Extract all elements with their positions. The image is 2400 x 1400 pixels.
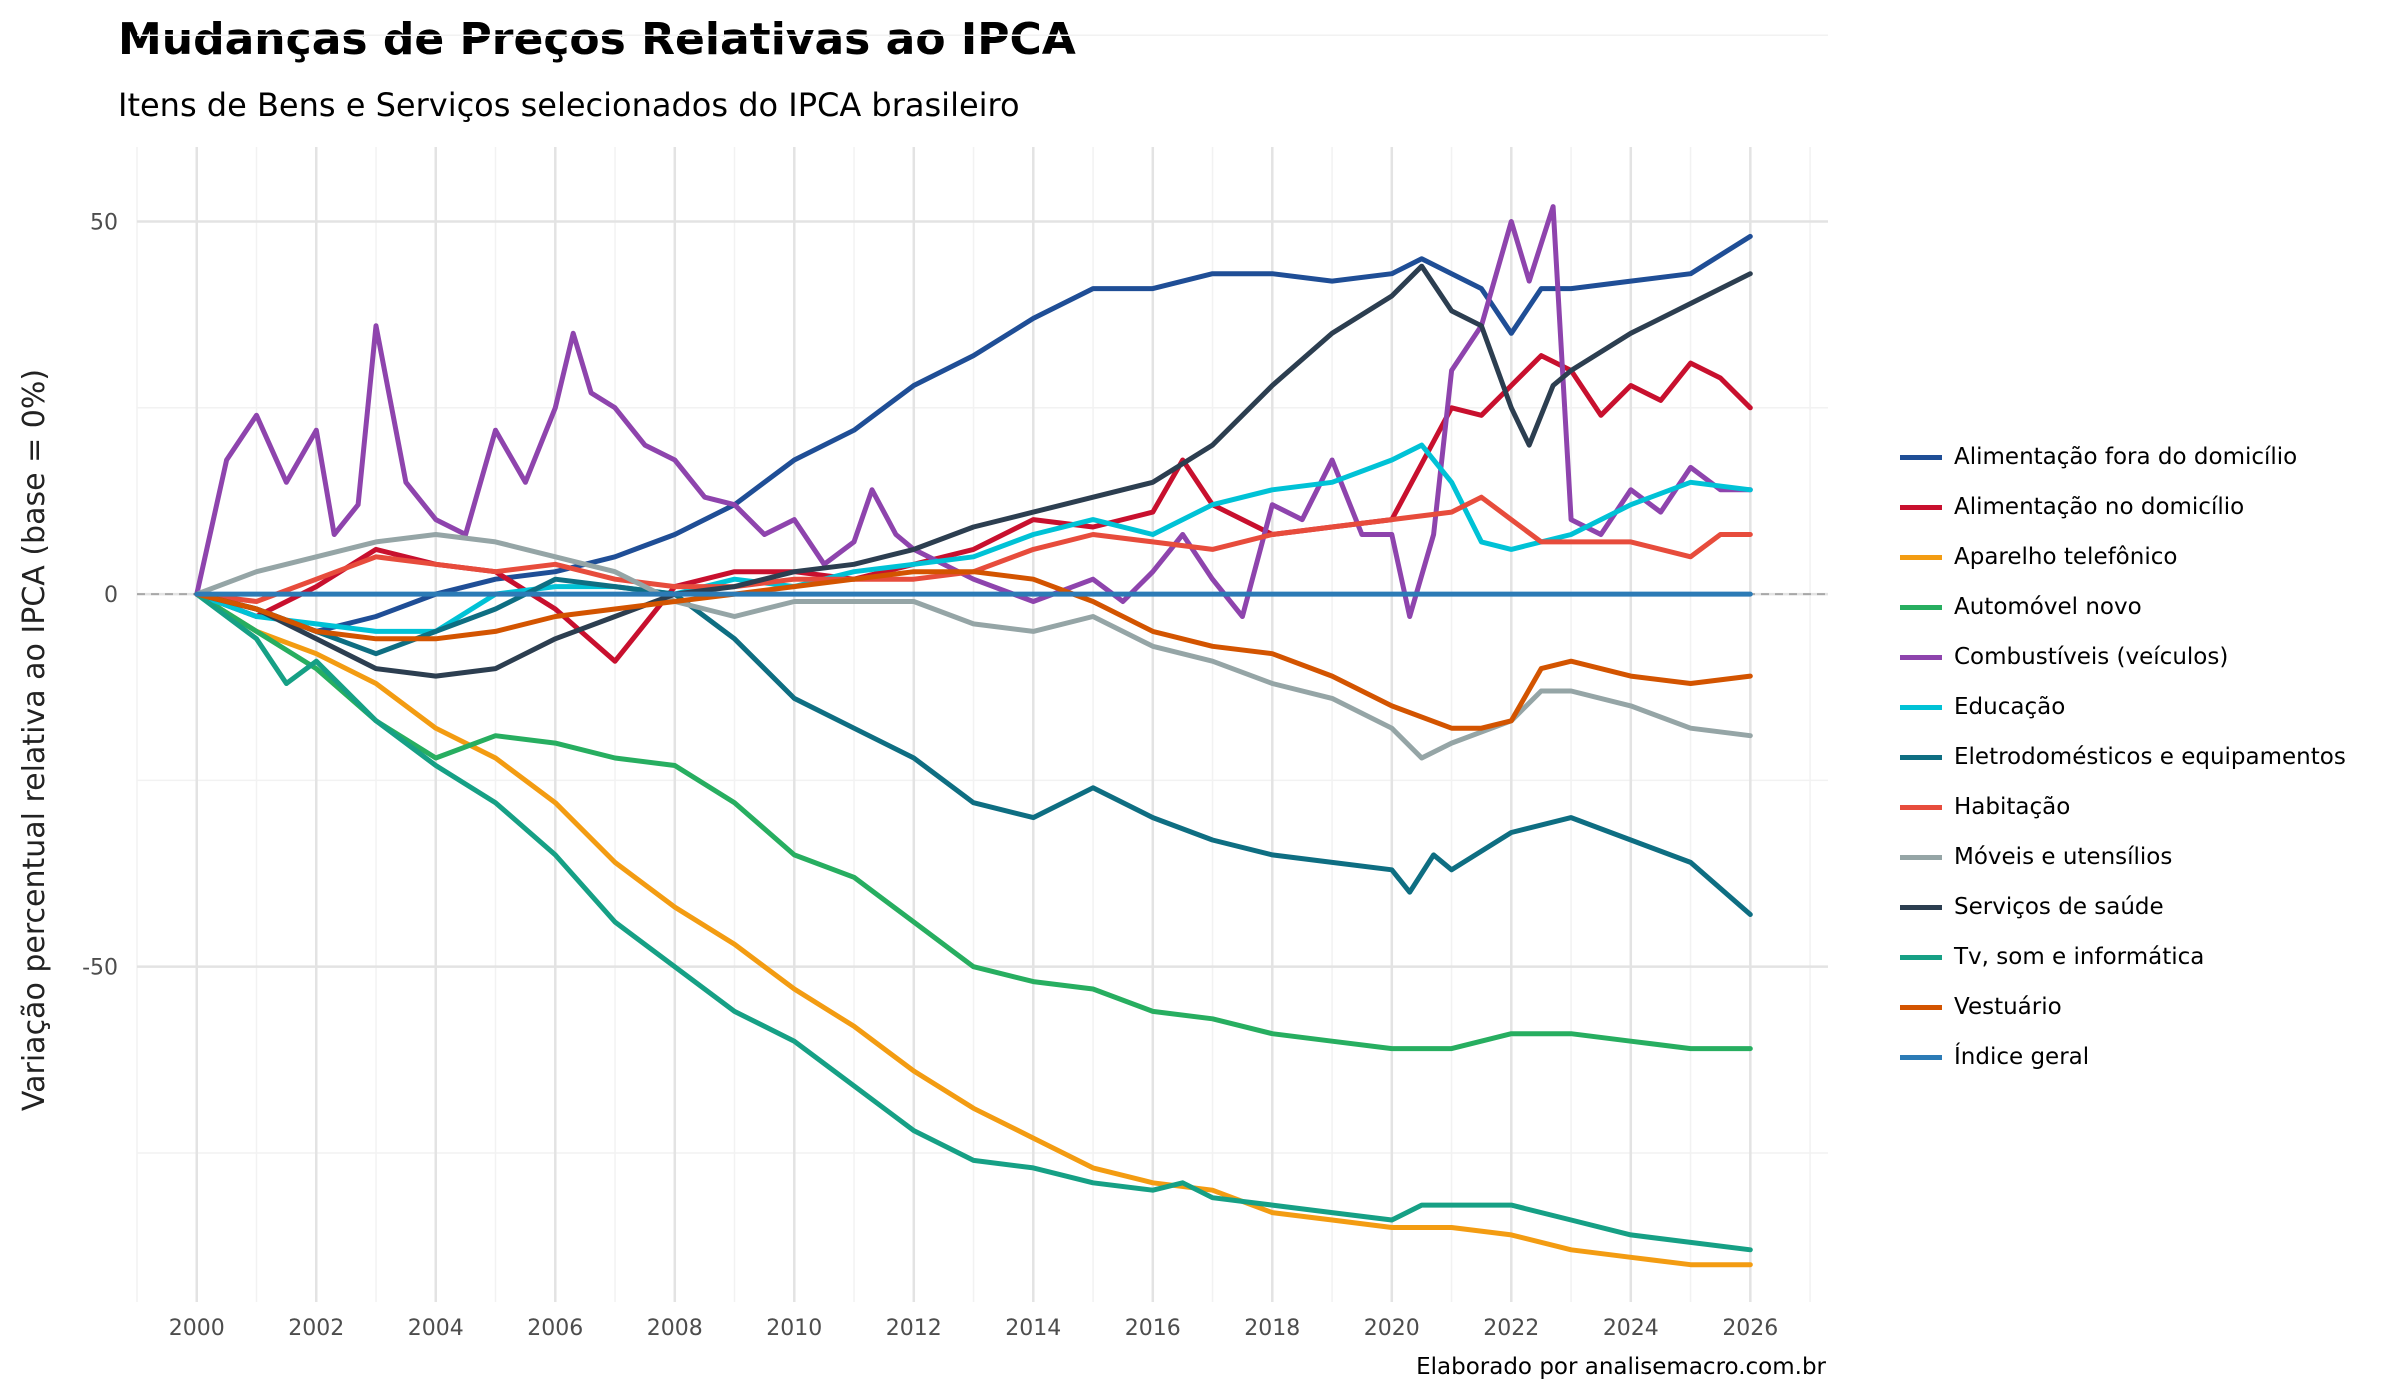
legend-swatch <box>1900 554 1942 560</box>
y-axis-label: Variação percentual relativa ao IPCA (ba… <box>17 369 52 1111</box>
x-tick-label: 2004 <box>408 1316 464 1341</box>
y-axis-ticks: 50 0 -50 <box>82 211 118 981</box>
x-tick-label: 2012 <box>886 1316 942 1341</box>
legend-swatch <box>1900 454 1942 460</box>
legend-swatch <box>1900 804 1942 810</box>
legend-swatch <box>1900 604 1942 610</box>
legend-swatch <box>1900 754 1942 760</box>
legend-label: Tv, som e informática <box>1954 944 2205 970</box>
x-tick-label: 2018 <box>1244 1316 1300 1341</box>
legend-label: Automóvel novo <box>1954 594 2142 620</box>
series-line-vestuario <box>194 569 1753 731</box>
legend-item: Índice geral <box>1900 1032 2346 1082</box>
legend-label: Alimentação no domicílio <box>1954 494 2245 520</box>
legend-item: Habitação <box>1900 782 2346 832</box>
legend-item: Móveis e utensílios <box>1900 832 2346 882</box>
legend-label: Combustíveis (veículos) <box>1954 644 2229 670</box>
series-line-habitacao <box>194 494 1753 604</box>
legend-swatch <box>1900 904 1942 910</box>
legend-swatch <box>1900 854 1942 860</box>
y-tick-label: 50 <box>90 211 118 236</box>
legend-swatch <box>1900 504 1942 510</box>
legend-swatch <box>1900 1004 1942 1010</box>
x-tick-label: 2008 <box>647 1316 703 1341</box>
legend-item: Tv, som e informática <box>1900 932 2346 982</box>
legend-item: Serviços de saúde <box>1900 882 2346 932</box>
legend-label: Aparelho telefônico <box>1954 544 2178 570</box>
legend-label: Alimentação fora do domicílio <box>1954 444 2298 470</box>
y-tick-label: -50 <box>82 956 118 981</box>
legend-swatch <box>1900 704 1942 710</box>
x-tick-label: 2000 <box>169 1316 225 1341</box>
x-tick-label: 2020 <box>1364 1316 1420 1341</box>
series-line-servicos-de-saude <box>194 263 1753 679</box>
chart-subtitle: Itens de Bens e Serviços selecionados do… <box>118 86 1020 124</box>
legend-item: Eletrodomésticos e equipamentos <box>1900 732 2346 782</box>
x-tick-label: 2016 <box>1125 1316 1181 1341</box>
x-tick-label: 2002 <box>288 1316 344 1341</box>
series-line-alimentacao-no-domicilio <box>194 353 1753 664</box>
legend: Alimentação fora do domicílio Alimentação… <box>1900 432 2346 1082</box>
legend-item: Educação <box>1900 682 2346 732</box>
series-line-eletrodomesticos-e-equipamentos <box>194 576 1753 917</box>
legend-item: Aparelho telefônico <box>1900 532 2346 582</box>
legend-swatch <box>1900 654 1942 660</box>
legend-label: Habitação <box>1954 794 2071 820</box>
series-lines <box>194 204 1753 1268</box>
legend-item: Vestuário <box>1900 982 2346 1032</box>
x-tick-label: 2022 <box>1483 1316 1539 1341</box>
series-line-aparelho-telefonico <box>194 591 1753 1268</box>
x-axis-ticks: 2000 2002 2004 2006 2008 2010 2012 2014 2016 2018… <box>169 1316 1779 1341</box>
legend-label: Serviços de saúde <box>1954 894 2164 920</box>
chart-title: Mudanças de Preços Relativas ao IPCA <box>118 14 1076 65</box>
legend-swatch <box>1900 954 1942 960</box>
series-line-automovel-novo <box>194 591 1753 1052</box>
legend-swatch <box>1900 1054 1942 1060</box>
caption: Elaborado por analisemacro.com.br <box>1416 1354 1826 1380</box>
x-tick-label: 2024 <box>1603 1316 1659 1341</box>
legend-item: Alimentação fora do domicílio <box>1900 432 2346 482</box>
legend-label: Vestuário <box>1954 994 2062 1020</box>
x-tick-label: 2026 <box>1722 1316 1778 1341</box>
legend-item: Automóvel novo <box>1900 582 2346 632</box>
legend-item: Alimentação no domicílio <box>1900 482 2346 532</box>
series-line-alimentacao-fora-do-domicilio <box>194 233 1753 634</box>
legend-label: Móveis e utensílios <box>1954 844 2173 870</box>
series-line-tv-som-e-informatica <box>194 591 1753 1253</box>
y-tick-label: 0 <box>104 583 118 608</box>
x-tick-label: 2006 <box>527 1316 583 1341</box>
legend-label: Educação <box>1954 694 2066 720</box>
legend-label: Índice geral <box>1954 1044 2090 1070</box>
series-line-educacao <box>194 442 1753 634</box>
x-tick-label: 2010 <box>766 1316 822 1341</box>
x-tick-label: 2014 <box>1005 1316 1061 1341</box>
legend-label: Eletrodomésticos e equipamentos <box>1954 744 2346 770</box>
series-line-moveis-e-utensilios <box>194 532 1753 761</box>
legend-item: Combustíveis (veículos) <box>1900 632 2346 682</box>
